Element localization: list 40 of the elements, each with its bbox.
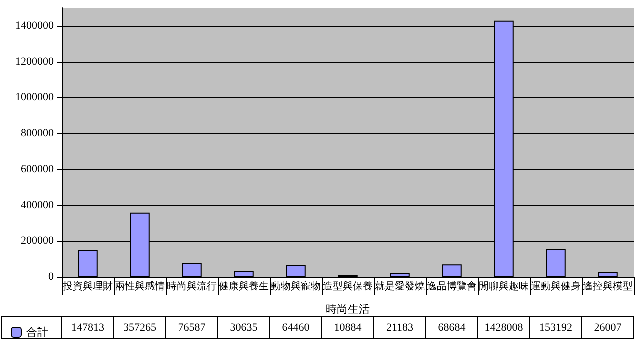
bar: [546, 250, 566, 277]
data-label: 153192: [540, 322, 572, 334]
bar: [286, 265, 306, 277]
bar: [390, 273, 410, 277]
bar: [182, 263, 202, 277]
y-tick-label: 800000: [21, 128, 54, 140]
y-tick-label: 0: [48, 271, 54, 283]
data-label: 147813: [72, 322, 105, 334]
data-label: 30635: [230, 322, 258, 334]
data-label: 10884: [334, 322, 362, 334]
y-tick-label: 1000000: [16, 92, 54, 104]
y-tick-label: 1400000: [16, 20, 54, 32]
bar: [442, 264, 462, 277]
bar: [598, 272, 618, 277]
data-label: 76587: [178, 322, 206, 334]
x-tick-label: 投資與理財: [62, 280, 113, 292]
y-tick-label: 200000: [21, 235, 54, 248]
x-tick-label: 閒聊與趣味: [479, 280, 529, 292]
x-tick-label: 運動與健身: [531, 280, 581, 292]
x-tick-label: 兩性與感情: [115, 280, 165, 292]
y-tick-label: 1200000: [16, 56, 54, 68]
data-label: 64460: [282, 322, 310, 334]
data-label: 1428008: [484, 322, 524, 334]
x-tick-label: 遙控與模型: [583, 280, 633, 292]
x-axis-title: 時尚生活: [326, 303, 370, 316]
y-tick-label: 600000: [21, 163, 54, 176]
y-tick-label: 400000: [21, 199, 54, 212]
x-tick-label: 造型與保養: [323, 280, 373, 292]
legend-label: 合計: [26, 326, 48, 339]
data-label: 21183: [386, 322, 414, 334]
data-label: 26007: [594, 322, 622, 334]
data-label: 357265: [124, 322, 157, 334]
bar: [78, 250, 98, 277]
bar: [234, 272, 254, 277]
data-label: 68684: [438, 322, 466, 334]
x-tick-label: 就是愛發燒: [375, 280, 425, 292]
x-tick-label: 健康與養生: [219, 280, 269, 292]
x-tick-label: 逸品博覽會: [427, 280, 477, 292]
x-tick-label: 時尚與流行: [167, 280, 217, 292]
x-tick-label: 動物與寵物: [271, 280, 321, 292]
